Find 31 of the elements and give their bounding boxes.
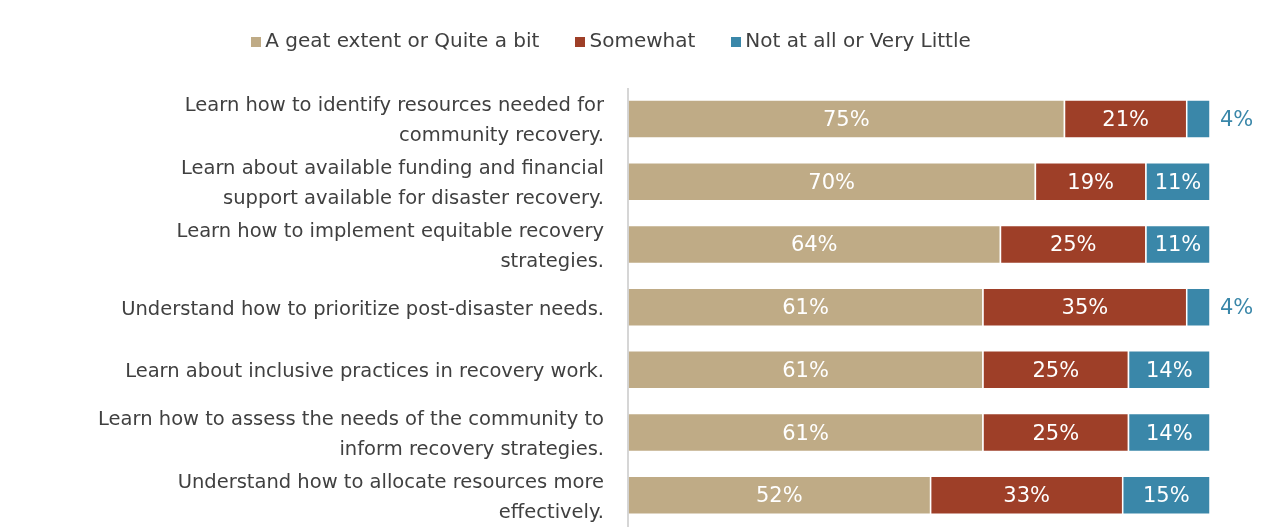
data-label: 75% [822, 107, 870, 131]
data-label: 70% [808, 169, 856, 194]
data-label: 25% [1032, 420, 1080, 445]
data-label: 52% [755, 483, 803, 508]
y-tick-label: Learn how to assess the needs of the community to inform recovery strategies. [98, 406, 604, 460]
data-label: 14% [1145, 420, 1193, 445]
data-label: 4% [1220, 295, 1254, 320]
data-label: 19% [1067, 169, 1115, 194]
data-label: 25% [1049, 232, 1097, 257]
data-label: 61% [782, 295, 829, 320]
y-tick-label: Learn about inclusive practices in recovery work. [125, 358, 604, 382]
data-label: 25% [1032, 357, 1080, 382]
y-tick-label: Learn how to implement equitable recovery strategies. [176, 218, 604, 272]
y-tick-label: Understand how to allocate resources more effectively. [177, 469, 604, 523]
y-tick-label: Understand how to prioritize post-disaster needs. [121, 296, 604, 319]
data-label: 61% [782, 357, 829, 382]
data-label: 11% [1154, 232, 1202, 257]
data-label: 21% [1102, 107, 1149, 131]
data-label: 14% [1145, 357, 1193, 382]
data-label: 4% [1220, 107, 1254, 131]
data-label: 61% [782, 420, 829, 445]
y-tick-label: Learn about available funding and financial support available for disaster recovery. [180, 155, 604, 209]
data-label: 33% [1003, 483, 1051, 508]
data-label: 11% [1154, 169, 1202, 194]
legend-label: Somewhat [589, 28, 696, 52]
data-label: 15% [1143, 483, 1190, 508]
legend-label: Not at all or Very Little [745, 28, 971, 52]
data-label: 64% [790, 232, 838, 257]
legend-label: A geat extent or Quite a bit [265, 28, 540, 52]
y-tick-label: Learn how to identify resources needed for community recovery. [184, 92, 605, 146]
data-label: 35% [1061, 295, 1109, 320]
